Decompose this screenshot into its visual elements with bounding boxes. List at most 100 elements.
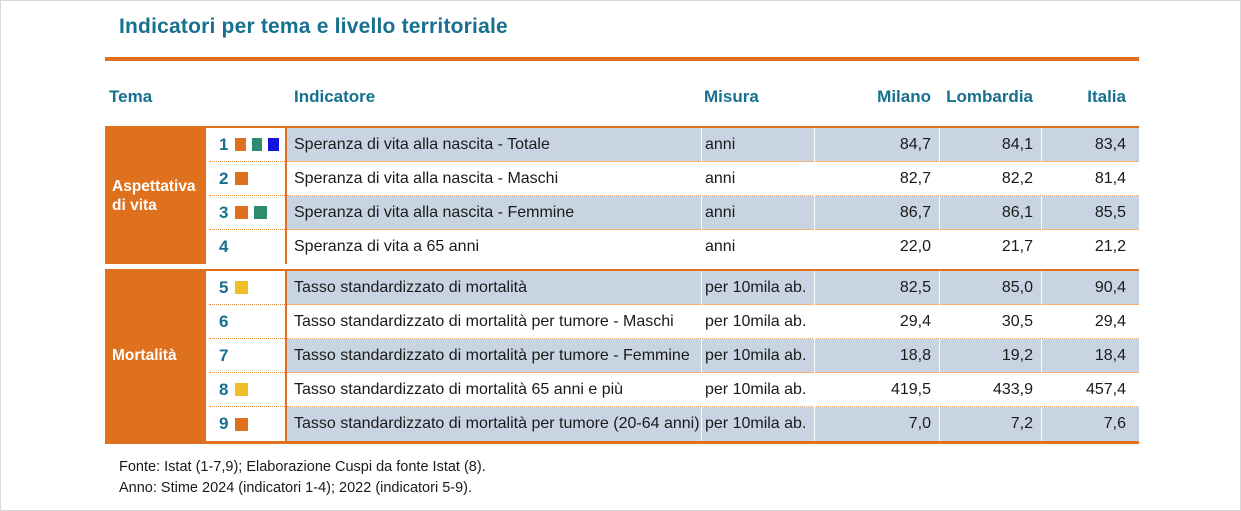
group-rows: Speranza di vita alla nascita - Totale a… (287, 128, 1139, 264)
cell-italia: 81,4 (1041, 162, 1139, 196)
page-title: Indicatori per tema e livello territoria… (119, 15, 508, 38)
table-header-row: Tema Indicatore Misura Milano Lombardia … (105, 87, 1139, 107)
indicator-square-orange (235, 138, 246, 151)
cell-lombardia: 7,2 (939, 407, 1041, 441)
indicators-table: Aspettativa di vita 1 2 3 4 Speranza di … (105, 126, 1139, 444)
indicator-square-orange (235, 417, 248, 431)
cell-misura: anni (701, 128, 814, 162)
table-footnotes: Fonte: Istat (1-7,9); Elaborazione Cuspi… (119, 457, 1240, 499)
cell-indicatore: Speranza di vita alla nascita - Femmine (294, 204, 575, 221)
indicator-number-cell: 4 (209, 230, 285, 264)
column-header-indicatore: Indicatore (294, 87, 376, 106)
table-row: Tasso standardizzato di mortalità 65 ann… (287, 373, 1139, 407)
table-row: Speranza di vita alla nascita - Totale a… (287, 128, 1139, 162)
cell-italia: 85,5 (1041, 196, 1139, 230)
cell-misura: per 10mila ab. (701, 339, 814, 373)
theme-cell: Aspettativa di vita (105, 128, 209, 264)
cell-misura: per 10mila ab. (701, 407, 814, 441)
indicator-number-column: 1 2 3 4 (209, 128, 287, 264)
cell-milano: 86,7 (814, 196, 939, 230)
indicator-number: 8 (219, 379, 229, 399)
cell-misura: per 10mila ab. (701, 271, 814, 305)
indicator-number-cell: 3 (209, 196, 285, 230)
column-header-misura: Misura (704, 87, 759, 106)
table-row: Speranza di vita alla nascita - Femmine … (287, 196, 1139, 230)
cell-lombardia: 84,1 (939, 128, 1041, 162)
indicator-number: 9 (219, 414, 229, 433)
cell-italia: 83,4 (1041, 128, 1139, 162)
cell-italia: 18,4 (1041, 339, 1139, 373)
indicator-number: 6 (219, 311, 229, 331)
cell-italia: 21,2 (1041, 230, 1139, 264)
cell-lombardia: 82,2 (939, 162, 1041, 196)
group-rows: Tasso standardizzato di mortalità per 10… (287, 271, 1139, 441)
cell-italia: 29,4 (1041, 305, 1139, 339)
cell-milano: 82,7 (814, 162, 939, 196)
theme-label: Aspettativa di vita (112, 177, 196, 214)
theme-label: Mortalità (112, 347, 177, 365)
cell-misura: per 10mila ab. (701, 305, 814, 339)
column-header-tema: Tema (109, 87, 153, 106)
indicator-square-orange (235, 172, 248, 185)
table-row: Tasso standardizzato di mortalità per tu… (287, 407, 1139, 441)
indicator-number: 3 (219, 202, 229, 222)
indicator-square-orange (235, 206, 248, 219)
table-row: Tasso standardizzato di mortalità per tu… (287, 339, 1139, 373)
cell-italia: 457,4 (1041, 373, 1139, 407)
cell-lombardia: 21,7 (939, 230, 1041, 264)
theme-group: Aspettativa di vita 1 2 3 4 Speranza di … (105, 126, 1139, 264)
indicator-number-cell: 5 (209, 271, 285, 305)
title-underline-rule (105, 57, 1139, 61)
indicator-square-yellow (235, 383, 248, 396)
indicator-square-blue (268, 138, 280, 151)
cell-lombardia: 30,5 (939, 305, 1041, 339)
cell-lombardia: 86,1 (939, 196, 1041, 230)
indicator-number-column: 5 6 7 8 9 (209, 271, 287, 441)
cell-milano: 29,4 (814, 305, 939, 339)
cell-indicatore: Tasso standardizzato di mortalità per tu… (294, 415, 700, 432)
footnote-fonte: Fonte: Istat (1-7,9); Elaborazione Cuspi… (119, 459, 486, 475)
cell-misura: anni (701, 196, 814, 230)
theme-cell: Mortalità (105, 271, 209, 441)
indicator-number: 2 (219, 168, 229, 188)
table-row: Tasso standardizzato di mortalità per tu… (287, 305, 1139, 339)
cell-indicatore: Speranza di vita alla nascita - Totale (294, 136, 550, 153)
cell-milano: 84,7 (814, 128, 939, 162)
indicator-number: 4 (219, 237, 229, 256)
cell-indicatore: Tasso standardizzato di mortalità per tu… (294, 347, 690, 364)
cell-lombardia: 85,0 (939, 271, 1041, 305)
cell-milano: 7,0 (814, 407, 939, 441)
cell-italia: 7,6 (1041, 407, 1139, 441)
footnote-anno: Anno: Stime 2024 (indicatori 1-4); 2022 … (119, 480, 473, 497)
cell-misura: anni (701, 230, 814, 264)
table-row: Speranza di vita a 65 anni anni 22,0 21,… (287, 230, 1139, 264)
column-header-italia: Italia (1087, 87, 1126, 106)
cell-indicatore: Speranza di vita a 65 anni (294, 238, 480, 255)
indicator-number-cell: 8 (209, 373, 285, 407)
cell-italia: 90,4 (1041, 271, 1139, 305)
indicator-number-cell: 9 (209, 407, 285, 441)
indicator-number-cell: 7 (209, 339, 285, 373)
indicator-square-green (254, 206, 267, 219)
indicator-square-green (251, 138, 263, 151)
indicator-number: 5 (219, 277, 229, 297)
indicator-number: 7 (219, 345, 229, 365)
cell-milano: 18,8 (814, 339, 939, 373)
column-header-milano: Milano (877, 87, 931, 106)
indicator-number-cell: 1 (209, 128, 285, 162)
cell-misura: anni (701, 162, 814, 196)
cell-lombardia: 19,2 (939, 339, 1041, 373)
indicator-number-cell: 2 (209, 162, 285, 196)
theme-group: Mortalità 5 6 7 8 9 Tasso standardizzato… (105, 269, 1139, 444)
cell-misura: per 10mila ab. (701, 373, 814, 407)
cell-indicatore: Tasso standardizzato di mortalità per tu… (294, 313, 674, 330)
indicator-square-yellow (235, 281, 248, 294)
cell-milano: 22,0 (814, 230, 939, 264)
indicator-number: 1 (219, 134, 229, 154)
indicator-number-cell: 6 (209, 305, 285, 339)
cell-indicatore: Speranza di vita alla nascita - Maschi (294, 170, 559, 187)
table-row: Speranza di vita alla nascita - Maschi a… (287, 162, 1139, 196)
cell-indicatore: Tasso standardizzato di mortalità (294, 279, 527, 296)
column-header-lombardia: Lombardia (946, 87, 1033, 106)
